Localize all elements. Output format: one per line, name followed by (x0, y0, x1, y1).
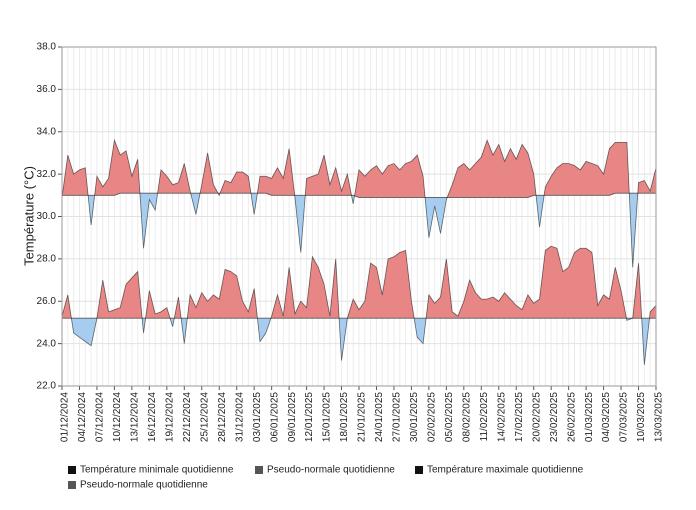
normal-line (62, 192, 656, 198)
x-tick-label: 23/02/2025 (549, 392, 560, 442)
x-tick-label: 03/01/2025 (252, 392, 263, 442)
x-tick-label: 15/01/2025 (322, 392, 333, 442)
x-tick-label: 07/12/2024 (95, 392, 106, 442)
x-tick-label: 01/12/2024 (60, 392, 71, 442)
legend-swatch (68, 466, 76, 474)
legend-label: Pseudo-normale quotidienne (267, 465, 395, 476)
x-tick-label: 10/03/2025 (636, 392, 647, 442)
x-tick-label: 26/02/2025 (566, 392, 577, 442)
legend-label: Température maximale quotidienne (427, 465, 584, 476)
x-tick-label: 13/12/2024 (130, 392, 141, 442)
x-tick-label: 05/02/2025 (444, 392, 455, 442)
temp-line (61, 138, 657, 268)
x-tick-label: 18/01/2025 (339, 392, 350, 442)
legend-label: Pseudo-normale quotidienne (80, 480, 208, 491)
temp-line (61, 245, 657, 365)
y-tick-label: 38.0 (37, 42, 57, 53)
y-tick-label: 28.0 (37, 254, 57, 265)
y-tick-label: 22.0 (37, 381, 57, 392)
x-tick-label: 16/12/2024 (147, 392, 158, 442)
legend-label: Température minimale quotidienne (80, 465, 234, 476)
x-tick-label: 30/01/2025 (409, 392, 420, 442)
x-tick-label: 07/03/2025 (619, 392, 630, 442)
y-tick-label: 26.0 (37, 296, 57, 307)
y-tick-label: 32.0 (37, 169, 57, 180)
x-tick-label: 19/12/2024 (164, 392, 175, 442)
x-tick-label: 09/01/2025 (287, 392, 298, 442)
x-tick-label: 04/12/2024 (77, 392, 88, 442)
y-tick-label: 24.0 (37, 338, 57, 349)
x-tick-label: 04/03/2025 (601, 392, 612, 442)
x-tick-label: 11/02/2025 (479, 392, 490, 442)
area-above (62, 140, 656, 198)
y-tick-label: 36.0 (37, 84, 57, 95)
legend-swatch (68, 481, 76, 489)
x-tick-label: 24/01/2025 (374, 392, 385, 442)
x-tick-label: 22/12/2024 (182, 392, 193, 442)
y-tick-label: 30.0 (37, 211, 57, 222)
x-tick-label: 21/01/2025 (357, 392, 368, 442)
y-tick-label: 34.0 (37, 126, 57, 137)
x-tick-label: 17/02/2025 (514, 392, 525, 442)
x-tick-label: 28/12/2024 (217, 392, 228, 442)
plot-frame (61, 46, 657, 387)
legend-swatch (415, 466, 423, 474)
x-tick-label: 08/02/2025 (461, 392, 472, 442)
x-tick-label: 31/12/2024 (234, 392, 245, 442)
legend-swatch (255, 466, 263, 474)
x-tick-label: 06/01/2025 (269, 392, 280, 442)
x-tick-label: 14/02/2025 (496, 392, 507, 442)
area-above (62, 246, 656, 319)
x-tick-label: 10/12/2024 (112, 392, 123, 442)
x-tick-label: 25/12/2024 (199, 392, 210, 442)
x-tick-label: 01/03/2025 (584, 392, 595, 442)
x-tick-label: 27/01/2025 (392, 392, 403, 442)
x-tick-label: 02/02/2025 (427, 392, 438, 442)
x-tick-label: 13/03/2025 (654, 392, 665, 442)
x-tick-label: 20/02/2025 (531, 392, 542, 442)
y-axis-label: Température (°C) (21, 166, 36, 266)
x-tick-label: 12/01/2025 (304, 392, 315, 442)
